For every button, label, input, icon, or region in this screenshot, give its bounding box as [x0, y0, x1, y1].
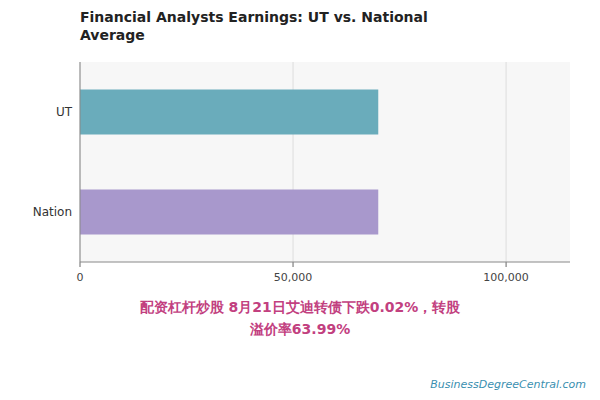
tick-mark — [80, 262, 81, 267]
category-label: Nation — [33, 205, 72, 219]
x-axis-line — [80, 262, 570, 263]
x-axis: 0 50,000 100,000 — [77, 62, 529, 284]
tick-mark — [506, 262, 507, 267]
plot-background — [80, 62, 570, 262]
title-line: Average — [80, 27, 145, 43]
category-label: UT — [56, 105, 73, 119]
tick-label: 100,000 — [483, 271, 529, 284]
tick-label: 50,000 — [274, 271, 313, 284]
tick-label: 0 — [77, 271, 84, 284]
annotations: 配资杠杆炒股 8月21日艾迪转债下跌0.02%，转股溢价率63.99% Busin… — [140, 299, 586, 391]
bars — [80, 90, 378, 235]
annotation: 配资杠杆炒股 8月21日艾迪转债下跌0.02%，转股 — [140, 299, 462, 315]
y-axis-line — [80, 62, 81, 262]
grid-line — [80, 62, 81, 262]
chart-container: Financial Analysts Earnings: UT vs. Nati… — [0, 0, 600, 400]
grid-line — [506, 62, 507, 262]
annotation: 溢价率63.99% — [249, 321, 350, 337]
y-axis: UT Nation — [33, 105, 73, 219]
tick-mark — [293, 262, 294, 267]
title-line: Financial Analysts Earnings: UT vs. Nati… — [80, 9, 428, 25]
title: Financial Analysts Earnings: UT vs. Nati… — [80, 9, 428, 43]
bar — [80, 90, 378, 135]
chart-svg: Financial Analysts Earnings: UT vs. Nati… — [0, 0, 600, 400]
bar — [80, 190, 378, 235]
watermark: BusinessDegreeCentral.com — [430, 378, 586, 391]
